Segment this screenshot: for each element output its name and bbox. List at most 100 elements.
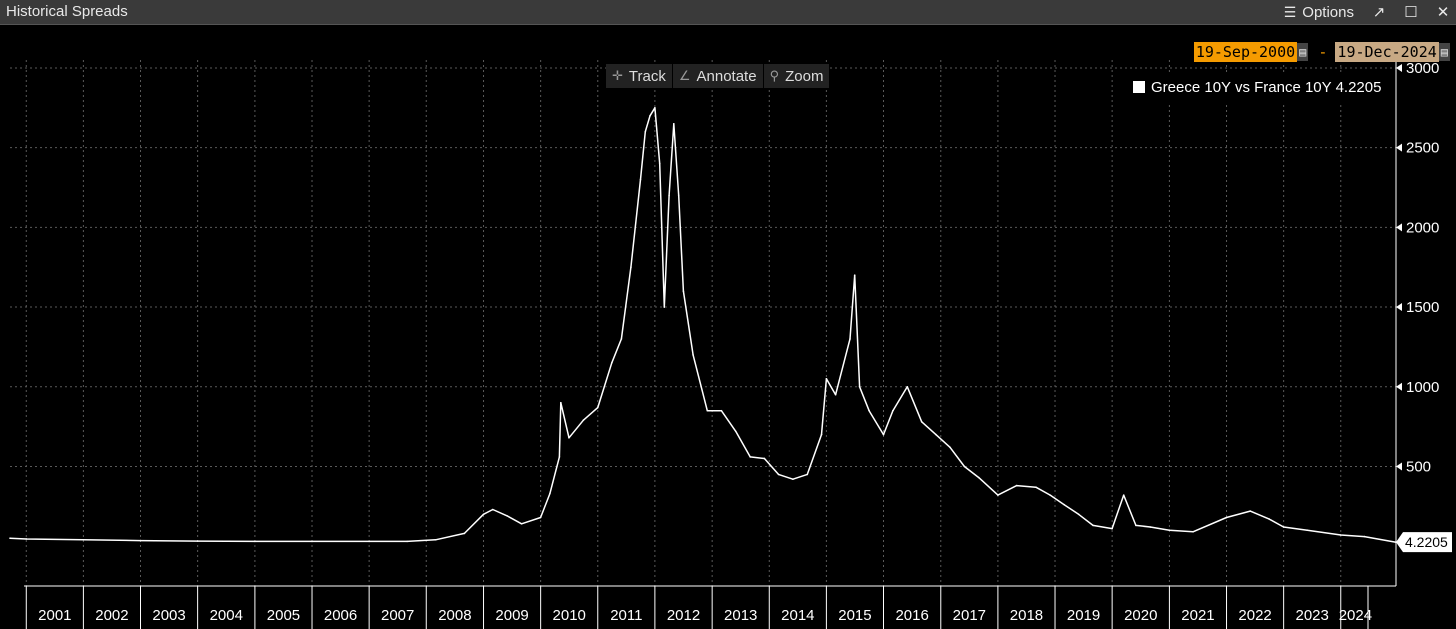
data-point — [368, 540, 370, 543]
x-tick-label: 2009 — [495, 607, 528, 624]
data-point — [853, 274, 856, 276]
maximize-button[interactable]: ☐ — [1400, 3, 1422, 21]
data-point — [658, 162, 661, 165]
y-tick-label: 3000 — [1406, 60, 1439, 77]
data-point — [734, 430, 737, 433]
data-point — [1015, 484, 1018, 487]
data-point — [692, 354, 694, 356]
data-point — [978, 476, 980, 479]
last-value-tag — [1396, 532, 1452, 553]
data-point — [520, 523, 523, 525]
data-point — [596, 406, 599, 409]
data-point — [654, 107, 656, 109]
data-point — [1049, 494, 1051, 496]
data-point — [463, 532, 466, 535]
data-point — [506, 515, 508, 517]
date-range: 19-Sep-2000 ▤ - 19-Dec-2024 ▤ — [1193, 42, 1452, 62]
data-point — [1035, 486, 1037, 488]
calendar-icon[interactable]: ▤ — [1438, 43, 1450, 61]
data-point — [311, 540, 313, 543]
data-point — [668, 194, 670, 197]
data-point — [882, 433, 885, 436]
hamburger-icon: ☰ — [1283, 3, 1297, 20]
window-titlebar: Historical Spreads ☰ Options ↗ ☐ ✕ — [0, 0, 1456, 25]
data-point — [568, 436, 570, 439]
series-line — [9, 107, 1397, 543]
data-point — [1306, 529, 1309, 532]
data-point — [849, 338, 851, 340]
last-value-label: 4.2205 — [1405, 534, 1448, 550]
calendar-icon[interactable]: ▤ — [1297, 43, 1309, 61]
data-point — [139, 539, 142, 542]
data-point — [1363, 535, 1366, 538]
last-value-marker: 4.2205 — [1396, 532, 1452, 553]
zoom-button[interactable]: ⚲ Zoom — [763, 64, 831, 88]
data-point — [558, 456, 561, 458]
chart-legend[interactable]: Greece 10Y vs France 10Y 4.2205 — [1125, 72, 1393, 102]
x-tick-label: 2003 — [152, 607, 185, 624]
data-point — [677, 194, 680, 197]
data-point — [406, 540, 408, 543]
options-button[interactable]: ☰ Options — [1284, 4, 1354, 21]
data-point — [1111, 527, 1113, 530]
pencil-icon: ∠ — [678, 68, 691, 83]
data-point — [611, 362, 613, 364]
data-point — [644, 130, 647, 133]
series-layer — [9, 107, 1397, 543]
date-start-field[interactable]: 19-Sep-2000 — [1193, 42, 1298, 62]
data-point — [196, 540, 199, 542]
y-tick-label: 1500 — [1406, 299, 1439, 316]
legend-label: Greece 10Y vs France 10Y 4.2205 — [1151, 79, 1381, 96]
popout-button[interactable]: ↗ — [1368, 3, 1390, 21]
data-point — [491, 508, 494, 511]
y-tick-mark — [1396, 143, 1402, 152]
legend-last-value: 4.2205 — [1335, 78, 1382, 96]
x-tick-label: 2013 — [724, 607, 757, 624]
data-point — [763, 457, 766, 460]
data-point — [620, 338, 623, 340]
square-icon: ☐ — [1404, 4, 1418, 21]
track-button[interactable]: ✛ Track — [606, 64, 673, 88]
data-point — [639, 178, 642, 181]
x-axis: 2001 2002 2003 2004 2005 2006 2007 2008 2009 2010… — [24, 585, 1396, 629]
chart-grid — [10, 60, 1396, 586]
x-tick-label: 2011 — [610, 607, 642, 624]
data-point — [682, 290, 685, 292]
data-point — [1249, 510, 1251, 512]
data-point — [834, 393, 837, 396]
data-point — [434, 538, 437, 541]
crosshair-icon: ✛ — [612, 68, 623, 83]
y-axis: 500 1000 1500 2000 2500 3000 — [1395, 60, 1439, 586]
data-point — [963, 465, 966, 468]
data-point — [560, 401, 562, 404]
data-point — [935, 433, 937, 436]
x-tick-label: 2005 — [267, 607, 300, 624]
x-tick-label: 2002 — [95, 607, 128, 624]
annotate-button[interactable]: ∠ Annotate — [672, 64, 764, 88]
data-point — [1077, 513, 1080, 516]
arrow-ne-icon: ↗ — [1372, 4, 1386, 21]
data-point — [673, 122, 675, 125]
close-button[interactable]: ✕ — [1432, 3, 1454, 21]
legend-series-name: Greece 10Y vs France 10Y — [1151, 78, 1332, 96]
y-tick-label: 2000 — [1406, 219, 1439, 236]
data-point — [1268, 518, 1271, 520]
titlebar-controls: ☰ Options ↗ ☐ ✕ — [1284, 0, 1456, 24]
x-tick-label: 2010 — [553, 607, 586, 624]
data-point — [777, 473, 780, 476]
x-icon: ✕ — [1436, 4, 1450, 21]
data-point — [1192, 531, 1194, 533]
date-end-field[interactable]: 19-Dec-2024 — [1335, 42, 1439, 62]
data-point — [630, 266, 632, 269]
x-tick-label: 2007 — [381, 607, 414, 624]
data-point — [539, 516, 542, 519]
magnifier-icon: ⚲ — [769, 68, 780, 83]
y-tick-mark — [1396, 462, 1402, 471]
data-point — [920, 421, 923, 423]
x-tick-label: 2004 — [210, 607, 243, 624]
x-tick-label: 2001 — [38, 607, 71, 624]
data-point — [9, 537, 11, 539]
data-point — [1339, 534, 1342, 536]
data-point — [720, 409, 723, 412]
